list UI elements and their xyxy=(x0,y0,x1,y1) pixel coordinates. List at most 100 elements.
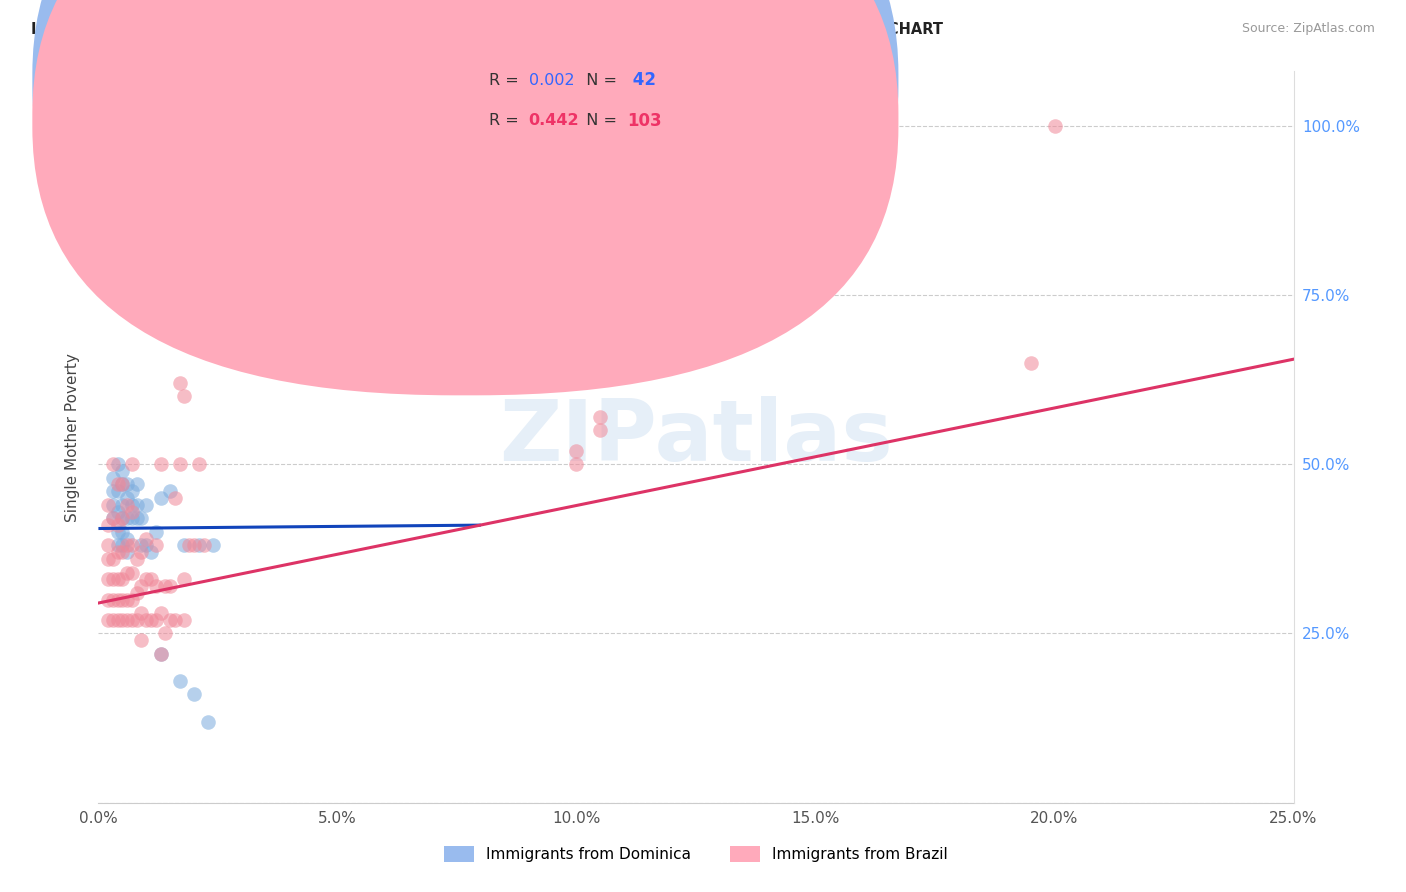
Text: R =: R = xyxy=(489,113,524,128)
Point xyxy=(149,647,172,661)
Text: 0.002: 0.002 xyxy=(529,73,574,88)
Point xyxy=(159,613,181,627)
Point xyxy=(107,538,129,552)
Point xyxy=(589,423,612,437)
Point xyxy=(111,592,134,607)
Text: Source: ZipAtlas.com: Source: ZipAtlas.com xyxy=(1241,22,1375,36)
Point xyxy=(101,572,124,586)
Point xyxy=(131,633,153,648)
Point xyxy=(101,592,124,607)
Point xyxy=(169,457,191,471)
Point xyxy=(107,477,129,491)
Y-axis label: Single Mother Poverty: Single Mother Poverty xyxy=(65,352,80,522)
Point xyxy=(111,511,134,525)
Point xyxy=(111,613,134,627)
Point xyxy=(155,579,177,593)
Point xyxy=(145,579,167,593)
Point xyxy=(163,491,186,505)
Point xyxy=(107,592,129,607)
Point xyxy=(155,626,177,640)
Point xyxy=(121,566,143,580)
Point xyxy=(125,613,148,627)
Point xyxy=(169,673,191,688)
Point xyxy=(131,538,153,552)
Text: N =: N = xyxy=(576,113,623,128)
Point xyxy=(193,538,215,552)
Point xyxy=(107,545,129,559)
Point xyxy=(125,552,148,566)
Point xyxy=(121,268,143,282)
Point xyxy=(101,484,124,499)
Point xyxy=(183,688,205,702)
Point xyxy=(121,498,143,512)
Point xyxy=(115,477,138,491)
Point xyxy=(121,592,143,607)
Point xyxy=(115,532,138,546)
Point xyxy=(139,545,162,559)
Point xyxy=(111,572,134,586)
Point xyxy=(135,613,157,627)
Point xyxy=(125,511,148,525)
Point xyxy=(139,572,162,586)
Point xyxy=(97,613,120,627)
Point xyxy=(121,505,143,519)
Point xyxy=(115,511,138,525)
Point xyxy=(565,443,588,458)
Point xyxy=(97,572,120,586)
Point xyxy=(135,532,157,546)
Point xyxy=(107,572,129,586)
Point xyxy=(121,538,143,552)
Point xyxy=(107,484,129,499)
Point xyxy=(111,524,134,539)
Point xyxy=(589,409,612,424)
Point xyxy=(197,714,219,729)
Point xyxy=(121,511,143,525)
Point xyxy=(97,498,120,512)
Point xyxy=(149,457,172,471)
Point xyxy=(115,566,138,580)
Point xyxy=(115,538,138,552)
Point xyxy=(135,538,157,552)
Point xyxy=(145,538,167,552)
Point xyxy=(202,538,225,552)
Point xyxy=(111,498,134,512)
Point xyxy=(135,572,157,586)
Point xyxy=(149,491,172,505)
Point xyxy=(121,613,143,627)
Point xyxy=(121,457,143,471)
Point xyxy=(173,538,195,552)
Text: R =: R = xyxy=(489,73,524,88)
Point xyxy=(111,511,134,525)
Point xyxy=(115,498,138,512)
Legend: Immigrants from Dominica, Immigrants from Brazil: Immigrants from Dominica, Immigrants fro… xyxy=(437,840,955,868)
Point xyxy=(111,538,134,552)
Point xyxy=(145,613,167,627)
Point xyxy=(125,477,148,491)
Text: 42: 42 xyxy=(627,71,657,89)
Text: N =: N = xyxy=(576,73,623,88)
Point xyxy=(187,457,209,471)
Point xyxy=(131,511,153,525)
Point xyxy=(169,376,191,390)
Point xyxy=(101,511,124,525)
Point xyxy=(131,545,153,559)
Point xyxy=(107,505,129,519)
Point xyxy=(101,471,124,485)
Point xyxy=(159,484,181,499)
Point xyxy=(183,538,205,552)
Point xyxy=(173,389,195,403)
Text: ZIPatlas: ZIPatlas xyxy=(499,395,893,479)
Point xyxy=(179,322,201,336)
Point xyxy=(97,592,120,607)
Point xyxy=(149,606,172,620)
Point xyxy=(101,511,124,525)
Point xyxy=(111,464,134,478)
Point xyxy=(111,477,134,491)
Point xyxy=(135,498,157,512)
Point xyxy=(139,613,162,627)
Point xyxy=(101,552,124,566)
Point xyxy=(131,606,153,620)
Point xyxy=(173,613,195,627)
Point xyxy=(97,538,120,552)
Text: IMMIGRANTS FROM DOMINICA VS IMMIGRANTS FROM BRAZIL SINGLE MOTHER POVERTY CORRELA: IMMIGRANTS FROM DOMINICA VS IMMIGRANTS F… xyxy=(31,22,943,37)
